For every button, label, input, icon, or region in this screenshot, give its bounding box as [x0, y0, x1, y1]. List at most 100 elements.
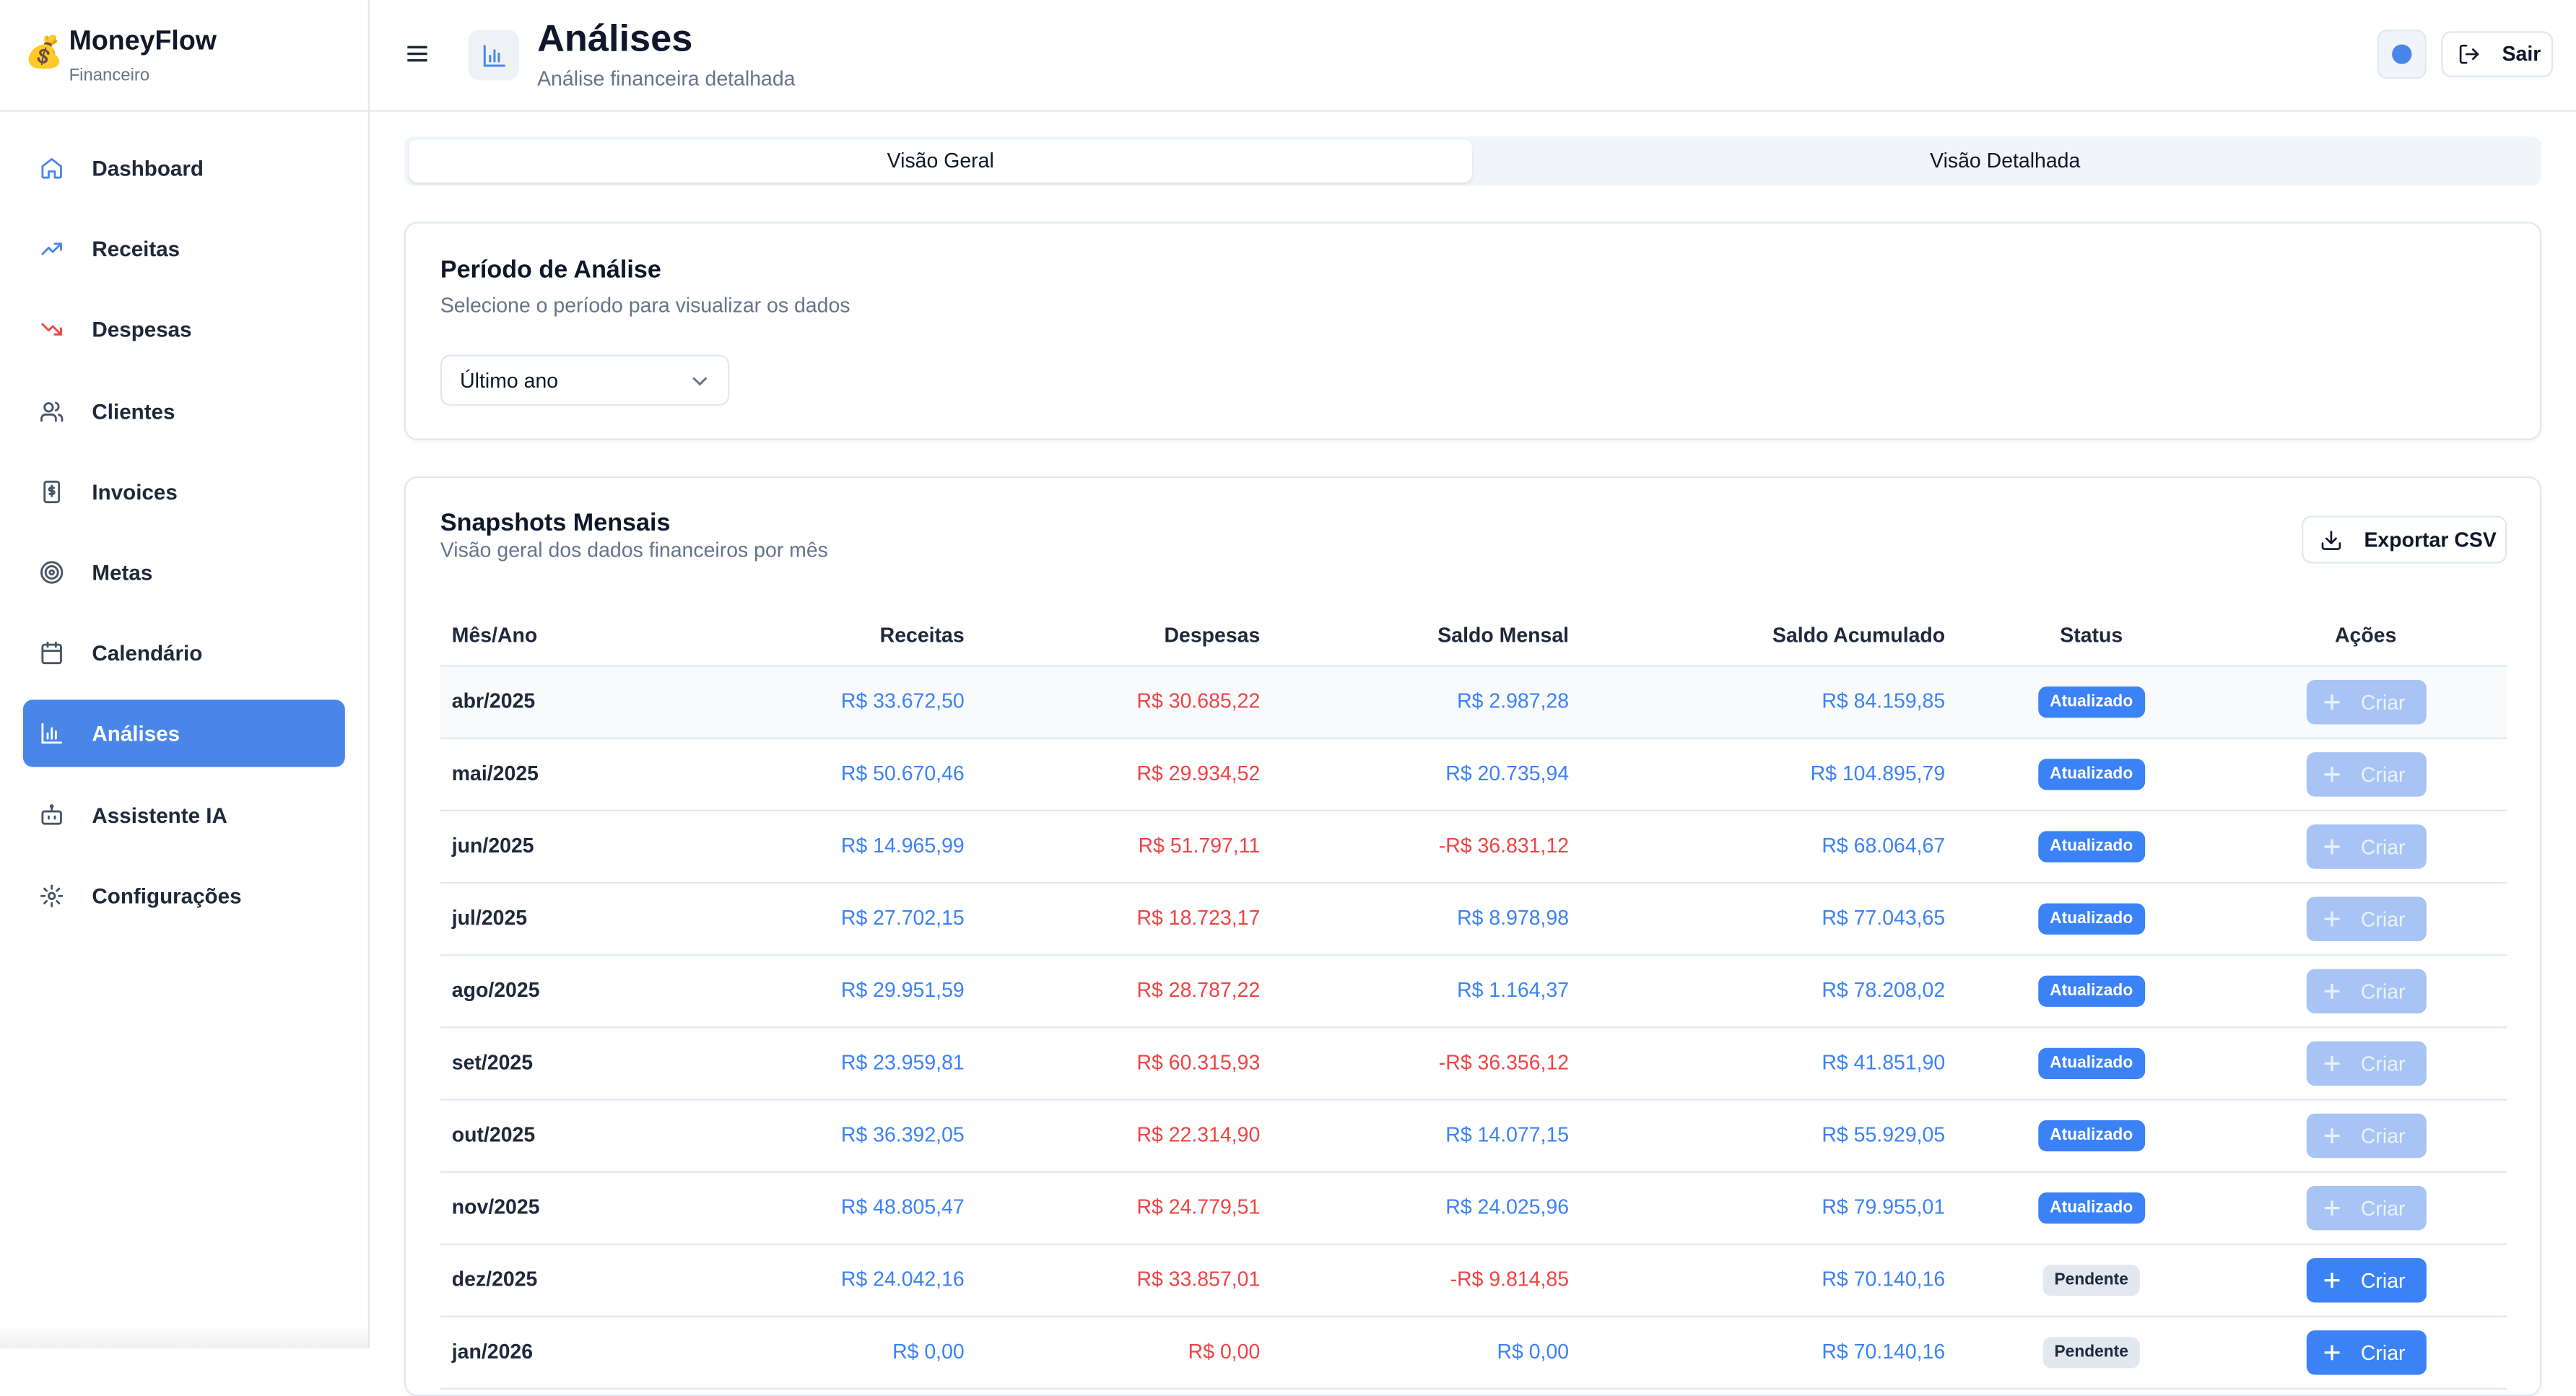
create-snapshot-button[interactable]: Criar: [2306, 1041, 2427, 1086]
cell-despesas: R$ 60.315,93: [1136, 1051, 1261, 1075]
sidebar-item-label: Assistente IA: [92, 802, 227, 827]
sidebar-item-label: Análises: [92, 721, 180, 746]
cell-despesas: R$ 18.723,17: [1136, 907, 1261, 930]
cell-despesas: R$ 33.857,01: [1136, 1268, 1261, 1291]
create-snapshot-button[interactable]: Criar: [2306, 1258, 2427, 1303]
cell-saldo-acumulado: R$ 77.043,65: [1822, 907, 1946, 930]
status-badge: Atualizado: [2038, 1192, 2145, 1224]
cell-saldo-mensal: R$ 24.025,96: [1445, 1195, 1570, 1219]
trending-up-icon: [41, 243, 62, 256]
users-icon: [40, 401, 64, 422]
status-badge: Atualizado: [2038, 831, 2145, 863]
create-snapshot-label: Criar: [2360, 1268, 2406, 1292]
create-snapshot-label: Criar: [2360, 1124, 2406, 1148]
cell-despesas: R$ 28.787,22: [1136, 979, 1261, 1003]
plus-icon: [2324, 1200, 2340, 1216]
period-select[interactable]: Último ano: [440, 354, 730, 406]
period-title: Período de Análise: [440, 256, 661, 284]
cell-saldo-acumulado: R$ 70.140,16: [1822, 1340, 1946, 1364]
column-header-saldo-acumulado: Saldo Acumulado: [1772, 624, 1946, 647]
bar-chart-icon: [482, 44, 505, 66]
menu-icon[interactable]: [406, 43, 429, 64]
sidebar-item-label: Calendário: [92, 640, 203, 666]
status-badge: Atualizado: [2038, 903, 2145, 935]
snapshots-subtitle: Visão geral dos dados financeiros por mê…: [440, 538, 828, 562]
create-snapshot-button[interactable]: Criar: [2306, 680, 2427, 725]
sidebar-item-label: Despesas: [92, 318, 192, 343]
brand-subtitle: Financeiro: [69, 66, 150, 86]
home-icon: [41, 158, 62, 179]
cell-receitas: R$ 33.672,50: [840, 689, 965, 713]
plus-icon: [2324, 767, 2340, 782]
trending-down-icon: [41, 323, 62, 336]
sidebar-item-metas[interactable]: Metas: [23, 538, 345, 606]
cell-saldo-mensal: R$ 1.164,37: [1457, 979, 1570, 1003]
sidebar-item-receitas[interactable]: Receitas: [23, 216, 345, 283]
cell-month: set/2025: [451, 1051, 534, 1075]
theme-toggle-button[interactable]: [2377, 29, 2427, 79]
column-header-mes-ano: Mês/Ano: [451, 624, 538, 647]
table-row: set/2025 R$ 23.959,81 R$ 60.315,93 -R$ 36.3…: [440, 1028, 2507, 1101]
sidebar-item-analises[interactable]: Análises: [22, 700, 345, 768]
table-row: out/2025 R$ 36.392,05 R$ 22.314,90 R$ 14.07…: [440, 1101, 2507, 1173]
logout-button[interactable]: Sair: [2441, 31, 2554, 77]
sidebar-item-dashboard[interactable]: Dashboard: [23, 135, 345, 202]
logout-icon: [2459, 44, 2479, 64]
sidebar-item-assistente-ia[interactable]: Assistente IA: [23, 781, 345, 848]
export-csv-label: Exportar CSV: [2364, 528, 2497, 551]
sidebar-item-despesas[interactable]: Despesas: [23, 296, 345, 363]
plus-icon: [2324, 1273, 2340, 1288]
snapshots-title: Snapshots Mensais: [440, 509, 671, 538]
sidebar-item-configuracoes[interactable]: Configurações: [23, 862, 345, 929]
status-badge: Pendente: [2042, 1265, 2140, 1296]
sidebar-nav: Dashboard Receitas Despesas Clientes Inv…: [22, 135, 345, 943]
plus-icon: [2324, 1345, 2340, 1361]
sidebar-item-clientes[interactable]: Clientes: [23, 377, 345, 444]
theme-dot-icon: [2392, 44, 2412, 64]
money-bag-icon: 💰: [25, 36, 64, 71]
status-badge: Atualizado: [2038, 759, 2145, 790]
create-snapshot-button[interactable]: Criar: [2306, 1113, 2427, 1159]
create-snapshot-button[interactable]: Criar: [2306, 897, 2427, 941]
cell-saldo-mensal: R$ 2.987,28: [1457, 689, 1570, 713]
cell-month: jun/2025: [451, 834, 534, 858]
cell-saldo-acumulado: R$ 68.064,67: [1822, 834, 1946, 858]
create-snapshot-button[interactable]: Criar: [2306, 1185, 2427, 1231]
table-row: nov/2025 R$ 48.805,47 R$ 24.779,51 R$ 24.02…: [440, 1173, 2507, 1245]
download-icon: [2321, 530, 2341, 549]
table-row: jul/2025 R$ 27.702,15 R$ 18.723,17 R$ 8.978…: [440, 884, 2507, 956]
create-snapshot-button[interactable]: Criar: [2306, 1330, 2427, 1375]
sidebar-item-invoices[interactable]: Invoices: [23, 458, 345, 525]
sidebar-item-calendario[interactable]: Calendário: [23, 619, 345, 686]
brand-name: MoneyFlow: [69, 26, 217, 56]
cell-saldo-mensal: R$ 20.735,94: [1445, 762, 1570, 785]
status-badge: Atualizado: [2038, 1120, 2145, 1152]
sidebar-item-label: Dashboard: [92, 156, 204, 181]
view-tabs: Visão Geral Visão Detalhada: [404, 136, 2542, 186]
cell-despesas: R$ 24.779,51: [1136, 1195, 1261, 1219]
brand: 💰 MoneyFlow Financeiro: [0, 0, 368, 112]
plus-icon: [2324, 694, 2340, 710]
cell-month: mai/2025: [451, 762, 539, 785]
column-header-despesas: Despesas: [1164, 624, 1261, 647]
create-snapshot-button[interactable]: Criar: [2306, 824, 2427, 869]
create-snapshot-label: Criar: [2360, 762, 2406, 786]
create-snapshot-label: Criar: [2360, 835, 2406, 858]
cell-saldo-mensal: -R$ 36.356,12: [1438, 1051, 1570, 1075]
tab-visao-detalhada[interactable]: Visão Detalhada: [1930, 149, 2081, 173]
cell-receitas: R$ 29.951,59: [840, 979, 965, 1003]
cell-despesas: R$ 0,00: [1188, 1340, 1261, 1364]
cell-month: abr/2025: [451, 689, 536, 713]
sidebar-item-label: Receitas: [92, 237, 180, 262]
sidebar-item-label: Metas: [92, 559, 153, 585]
page-icon: [468, 29, 520, 81]
export-csv-button[interactable]: Exportar CSV: [2301, 515, 2507, 564]
cell-receitas: R$ 27.702,15: [840, 907, 965, 930]
create-snapshot-label: Criar: [2360, 1052, 2406, 1076]
create-snapshot-button[interactable]: Criar: [2306, 752, 2427, 797]
cell-month: dez/2025: [451, 1268, 538, 1291]
cell-month: out/2025: [451, 1123, 536, 1147]
create-snapshot-button[interactable]: Criar: [2306, 969, 2427, 1013]
tab-visao-geral[interactable]: Visão Geral: [409, 139, 1472, 183]
cell-saldo-mensal: R$ 14.077,15: [1445, 1123, 1570, 1147]
